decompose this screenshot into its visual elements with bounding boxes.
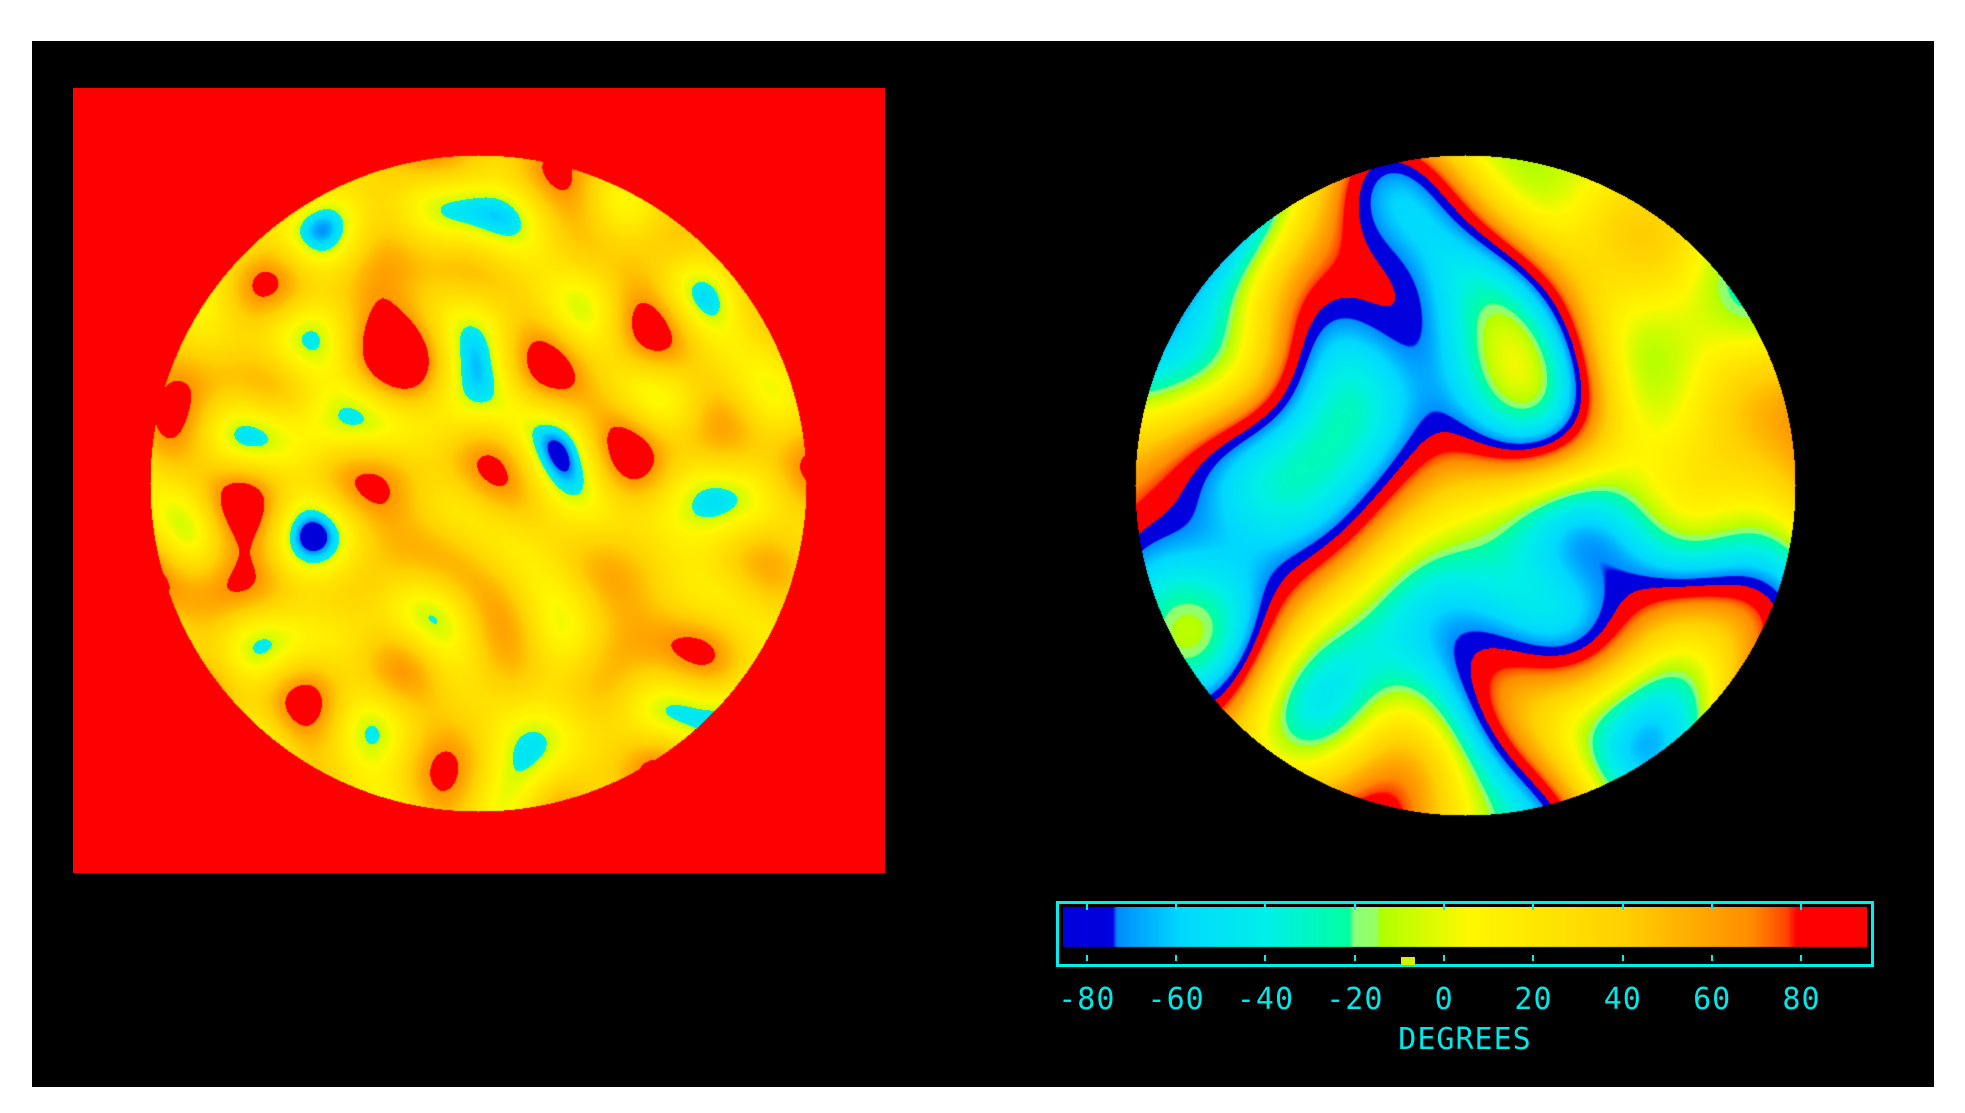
colorbar-tick: [1085, 904, 1088, 910]
colorbar-tick: [1353, 955, 1356, 961]
colorbar-tick: [1353, 904, 1356, 910]
colorbar-marker: [1401, 957, 1416, 965]
colorbar-tick-label: -40: [1236, 982, 1295, 1017]
colorbar-tick: [1532, 955, 1535, 961]
colorbar-tick: [1175, 955, 1178, 961]
right-heatmap: [1120, 140, 1810, 830]
colorbar-tick: [1621, 904, 1624, 910]
colorbar-tick: [1264, 955, 1267, 961]
colorbar-tick: [1443, 904, 1446, 910]
colorbar-tick: [1711, 955, 1714, 961]
colorbar-tick: [1800, 955, 1803, 961]
colorbar-gradient: [1063, 907, 1867, 959]
colorbar-tick-label: 80: [1782, 982, 1821, 1017]
colorbar-tick: [1532, 904, 1535, 910]
colorbar-tick: [1264, 904, 1267, 910]
colorbar-label: DEGREES: [1398, 1022, 1532, 1057]
colorbar-tick-label: 60: [1693, 982, 1732, 1017]
colorbar-tick-label: 0: [1434, 982, 1454, 1017]
colorbar-tick: [1800, 904, 1803, 910]
colorbar-tick-label: 40: [1603, 982, 1642, 1017]
colorbar-tick: [1175, 904, 1178, 910]
colorbar: [1056, 901, 1874, 967]
colorbar-tick-label: 20: [1514, 982, 1553, 1017]
colorbar-tick-label: -80: [1058, 982, 1116, 1017]
colorbar-tick: [1621, 955, 1624, 961]
colorbar-tick-label: -20: [1326, 982, 1384, 1017]
colorbar-tick: [1711, 904, 1714, 910]
colorbar-tick: [1085, 955, 1088, 961]
colorbar-tick-label: -60: [1147, 982, 1205, 1017]
left-heatmap: [73, 88, 885, 873]
colorbar-tick: [1443, 955, 1446, 961]
